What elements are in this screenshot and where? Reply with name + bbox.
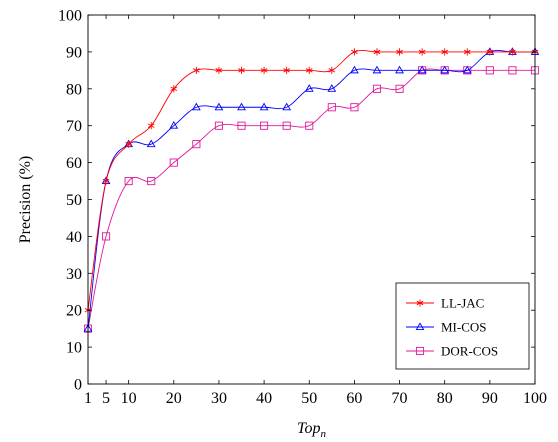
data-point-mi-cos <box>304 84 314 92</box>
legend-marker-mi-cos <box>415 322 425 330</box>
data-point-dor-cos <box>485 66 494 75</box>
data-point-ll-jac <box>102 177 110 185</box>
y-tick-label: 70 <box>66 118 82 135</box>
x-axis-label-base: Top <box>297 420 320 437</box>
data-point-dor-cos <box>350 103 359 112</box>
y-tick-label: 40 <box>66 229 82 246</box>
data-point-dor-cos <box>305 121 314 130</box>
data-point-ll-jac <box>305 66 313 74</box>
data-point-ll-jac <box>509 48 516 56</box>
data-point-mi-cos <box>395 65 404 74</box>
data-point-dor-cos <box>395 84 404 93</box>
legend-item-ll-jac: LL-JAC <box>406 296 484 311</box>
series-layer <box>83 47 540 333</box>
legend-marker-dor-cos <box>415 346 425 356</box>
data-point-ll-jac <box>238 66 245 74</box>
data-point-ll-jac <box>351 48 358 56</box>
data-point-ll-jac <box>193 66 200 74</box>
data-point-ll-jac <box>260 66 268 74</box>
legend-label: DOR-COS <box>441 344 498 359</box>
x-tick-label: 80 <box>437 390 453 407</box>
legend-marker-ll-jac <box>416 299 424 307</box>
data-point-ll-jac <box>373 48 381 56</box>
series-line-mi-cos <box>87 50 535 329</box>
data-point-ll-jac <box>328 66 336 74</box>
y-tick-label: 20 <box>66 303 82 320</box>
series-ll-jac <box>84 48 539 314</box>
data-point-dor-cos <box>327 103 336 112</box>
data-point-dor-cos <box>237 121 246 130</box>
x-tick-label: 30 <box>211 390 227 407</box>
legend-item-dor-cos: DOR-COS <box>406 344 498 359</box>
x-tick-label: 40 <box>256 390 272 407</box>
data-point-ll-jac <box>170 85 178 93</box>
legend-label: LL-JAC <box>441 296 484 311</box>
data-point-ll-jac <box>486 48 494 56</box>
legend: LL-JAC MI-COS DOR-COS <box>395 282 530 370</box>
ticks-layer: 1 5 10 20 30 40 50 60 70 80 90 100 0 10 20 30 40 50 60 70 80… <box>58 8 547 408</box>
x-tick-label: 90 <box>482 390 498 407</box>
y-tick-label: 90 <box>66 44 82 61</box>
data-point-mi-cos <box>372 65 382 74</box>
y-tick-label: 100 <box>58 8 82 25</box>
data-point-ll-jac <box>147 122 155 130</box>
data-point-dor-cos <box>102 232 111 241</box>
y-axis-label: Precision (%) <box>17 156 34 244</box>
x-tick-label: 60 <box>346 390 362 407</box>
x-tick-label: 50 <box>301 390 317 407</box>
data-point-dor-cos <box>282 121 291 130</box>
data-point-ll-jac <box>125 140 132 148</box>
data-point-dor-cos <box>124 176 133 186</box>
data-point-mi-cos <box>327 84 337 92</box>
data-point-dor-cos <box>372 84 382 93</box>
data-point-dor-cos <box>214 121 223 130</box>
y-tick-label: 0 <box>74 377 82 394</box>
series-line-dor-cos <box>87 68 535 329</box>
data-point-dor-cos <box>169 158 178 167</box>
data-point-ll-jac <box>463 48 471 56</box>
data-point-mi-cos <box>462 65 472 74</box>
x-tick-label: 100 <box>523 390 547 407</box>
data-point-mi-cos <box>259 102 269 111</box>
data-point-mi-cos <box>146 139 156 148</box>
data-point-mi-cos <box>191 102 201 111</box>
x-axis-label: Topn <box>297 420 326 440</box>
x-tick-label: 20 <box>166 390 182 407</box>
data-point-ll-jac <box>441 48 449 56</box>
data-point-mi-cos <box>237 102 246 111</box>
y-tick-label: 50 <box>66 192 82 209</box>
data-point-mi-cos <box>350 65 359 74</box>
x-tick-label: 5 <box>102 390 110 407</box>
y-tick-label: 10 <box>66 340 82 357</box>
data-point-mi-cos <box>282 102 292 111</box>
x-axis-label-subscript: n <box>320 428 326 440</box>
data-point-mi-cos <box>169 121 179 129</box>
data-point-dor-cos <box>147 176 156 186</box>
x-tick-label: 10 <box>121 390 137 407</box>
data-point-dor-cos <box>192 140 201 149</box>
data-point-ll-jac <box>396 48 403 56</box>
data-point-mi-cos <box>440 65 450 74</box>
x-tick-label: 1 <box>84 390 92 407</box>
y-tick-label: 80 <box>66 81 82 98</box>
data-point-mi-cos <box>417 65 427 74</box>
y-tick-label: 30 <box>66 266 82 283</box>
data-point-ll-jac <box>283 66 291 74</box>
data-point-mi-cos <box>214 102 224 111</box>
x-tick-label: 70 <box>392 390 408 407</box>
legend-item-mi-cos: MI-COS <box>406 320 487 335</box>
data-point-ll-jac <box>215 66 223 74</box>
data-point-ll-jac <box>418 48 426 56</box>
y-tick-label: 60 <box>66 155 82 172</box>
data-point-dor-cos <box>260 121 269 130</box>
legend-label: MI-COS <box>441 320 487 335</box>
data-point-dor-cos <box>508 66 517 75</box>
